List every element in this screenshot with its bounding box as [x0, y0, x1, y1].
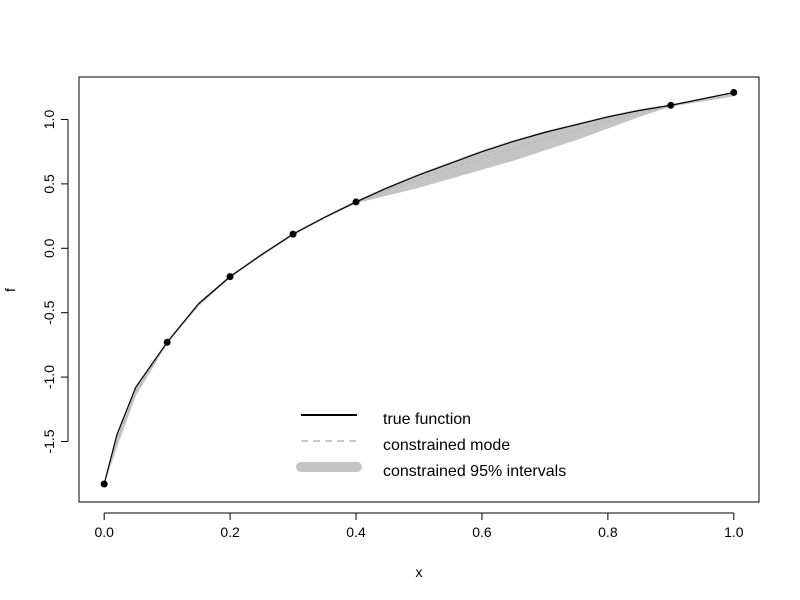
series-line-constrained-mode	[103, 93, 734, 485]
legend: true function constrained mode constrain…	[296, 411, 566, 480]
y-tick-label: 1.0	[41, 110, 57, 130]
series-layer	[103, 91, 734, 485]
legend-label-constrained-mode: constrained mode	[383, 437, 510, 454]
data-point	[100, 480, 108, 488]
data-point	[730, 88, 738, 96]
x-tick-label: 0.2	[220, 524, 240, 540]
x-tick-label: 1.0	[724, 524, 744, 540]
x-tick-label: 0.8	[598, 524, 618, 540]
y-tick-label: -1.0	[41, 365, 57, 389]
x-tick-label: 0.4	[346, 524, 366, 540]
y-axis: -1.5 -1.0 -0.5 0.0 0.5 1.0	[41, 110, 69, 454]
y-tick-label: 0.0	[41, 238, 57, 258]
y-axis-label: f	[2, 288, 18, 292]
data-point	[352, 198, 360, 206]
y-tick-label: 0.5	[41, 174, 57, 194]
data-point	[163, 338, 171, 346]
legend-label-true-function: true function	[383, 411, 471, 428]
y-tick-label: -0.5	[41, 300, 57, 324]
y-tick-label: -1.5	[41, 429, 57, 453]
data-point	[667, 101, 675, 109]
series-line-true-function	[103, 91, 734, 485]
data-point	[289, 230, 297, 238]
plot-frame	[78, 76, 760, 503]
legend-label-constrained-intervals: constrained 95% intervals	[383, 463, 566, 480]
points-layer	[100, 88, 738, 488]
x-tick-label: 0.0	[94, 524, 114, 540]
x-axis-label: x	[416, 564, 423, 580]
data-point	[226, 273, 234, 281]
x-tick-label: 0.6	[472, 524, 492, 540]
x-axis: 0.0 0.2 0.4 0.6 0.8 1.0	[94, 512, 744, 540]
